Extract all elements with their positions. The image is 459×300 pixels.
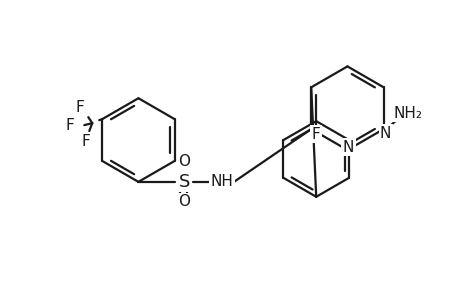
Text: F: F [66, 118, 74, 133]
Text: F: F [311, 127, 320, 142]
Text: O: O [178, 154, 190, 169]
Text: S: S [178, 173, 190, 191]
Text: O: O [178, 194, 190, 209]
Text: N: N [379, 126, 391, 141]
Text: NH₂: NH₂ [392, 106, 421, 121]
Text: N: N [342, 140, 353, 154]
Text: F: F [82, 134, 90, 148]
Text: F: F [76, 100, 84, 115]
Text: NH: NH [210, 174, 233, 189]
